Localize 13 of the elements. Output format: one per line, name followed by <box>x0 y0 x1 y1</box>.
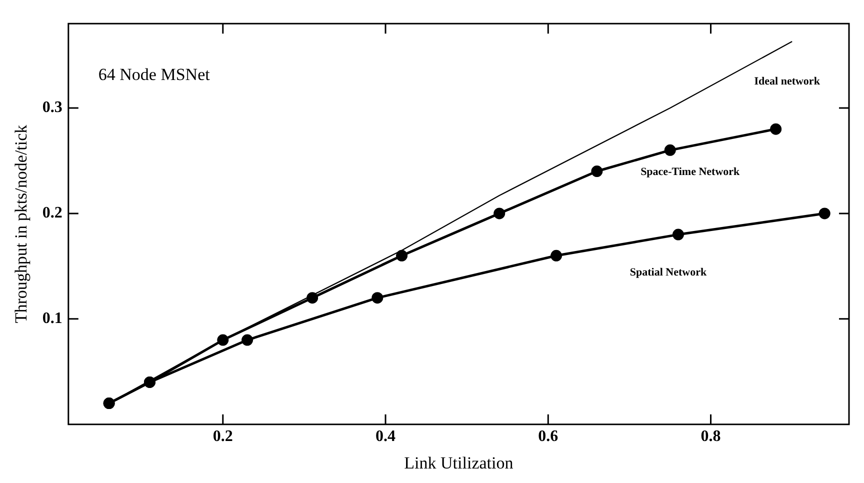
series-label: Space-Time Network <box>640 166 741 178</box>
x-tick-label: 0.4 <box>376 428 396 446</box>
x-tick-label: 0.8 <box>700 428 721 446</box>
y-tick-label: 0.3 <box>42 99 62 116</box>
series-label: Ideal network <box>754 75 821 88</box>
y-tick-label: 0.2 <box>42 204 62 222</box>
x-tick-label: 0.2 <box>212 428 233 446</box>
y-axis-title: Throughput in pkts/node/tick <box>12 124 31 324</box>
x-tick-label: 0.6 <box>538 428 558 446</box>
text: 64 Node MSNet <box>98 65 210 84</box>
y-tick-label: 0.1 <box>42 310 62 328</box>
x-axis-title: Link Utilization <box>404 453 514 472</box>
text: Spatial Network <box>630 266 708 278</box>
